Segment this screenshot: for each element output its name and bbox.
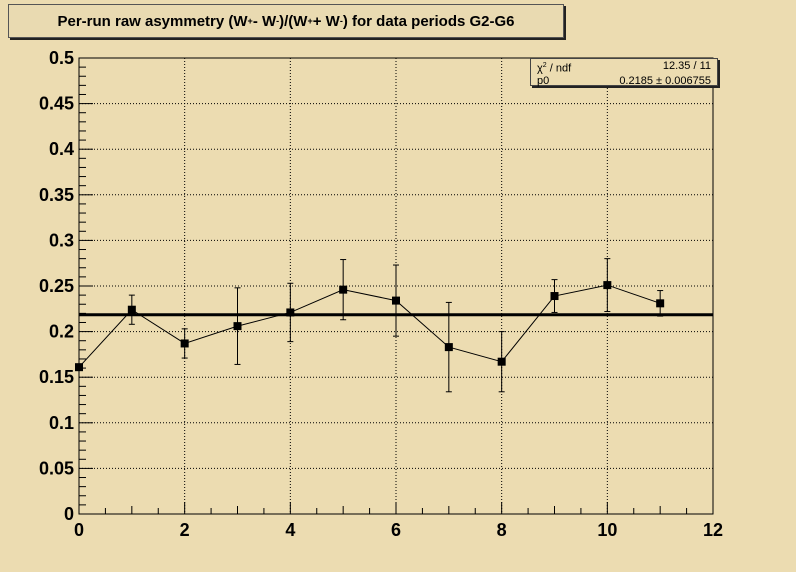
chi-symbol: χ	[537, 62, 543, 75]
data-point	[603, 281, 612, 290]
title-sup: +	[247, 16, 253, 26]
x-tick-label: 8	[497, 520, 507, 540]
y-tick-label: 0.05	[39, 458, 74, 478]
data-point	[656, 299, 665, 308]
title-part: ) for data periods G2-G6	[342, 12, 515, 30]
x-tick-label: 6	[391, 520, 401, 540]
chi-sup: 2	[542, 62, 547, 69]
y-tick-label: 0.4	[49, 139, 74, 159]
y-tick-label: 0.5	[49, 48, 74, 68]
y-tick-label: 0.3	[49, 230, 74, 250]
stats-row-chi2: χ2 / ndf 12.35 / 11	[537, 60, 711, 75]
data-point	[286, 308, 295, 317]
title-part: )/(W	[279, 12, 308, 30]
y-tick-label: 0	[64, 504, 74, 524]
ndf-label: / ndf	[546, 62, 572, 75]
title-part: Per-run raw asymmetry (W	[57, 12, 248, 30]
y-tick-label: 0.1	[49, 413, 74, 433]
stats-label-p0: p0	[537, 74, 550, 87]
y-tick-label: 0.15	[39, 367, 74, 387]
grid-lines	[79, 58, 713, 514]
y-tick-label: 0.35	[39, 185, 74, 205]
title-sup: +	[307, 16, 313, 26]
y-tick-label: 0.45	[39, 94, 74, 114]
title-sup: -	[339, 16, 343, 26]
x-tick-label: 10	[597, 520, 617, 540]
chart-title: Per-run raw asymmetry (W + - W -)/(W + + W-…	[8, 4, 564, 38]
stats-value-p0: 0.2185 ± 0.006755	[619, 74, 711, 87]
data-point	[75, 363, 83, 372]
x-tick-label: 2	[180, 520, 190, 540]
data-point	[233, 322, 242, 331]
data-point	[392, 296, 400, 305]
fit-stats-box: χ2 / ndf 12.35 / 11 p0 0.2185 ± 0.006755	[530, 58, 718, 87]
stats-value-chi2: 12.35 / 11	[662, 60, 711, 72]
data-point	[180, 339, 189, 348]
data-point	[497, 357, 506, 366]
title-sup: -	[276, 16, 280, 26]
x-tick-label: 4	[285, 520, 295, 540]
x-tick-label: 12	[703, 520, 723, 540]
x-tick-label: 0	[74, 520, 84, 540]
stats-row-p0: p0 0.2185 ± 0.006755	[537, 75, 711, 87]
data-series	[75, 258, 713, 393]
data-point	[550, 292, 559, 301]
data-point	[339, 285, 348, 294]
axes	[78, 57, 714, 515]
y-tick-label: 0.2	[49, 322, 74, 342]
title-part: - W	[252, 12, 277, 30]
data-point	[444, 343, 453, 352]
tick-labels: 0 2 4 6 8 10 12 0 0.05 0.1 0.15 0.2 0.25 0.3 0.35 0.4 0.…	[39, 48, 723, 540]
title-part: + W	[312, 12, 340, 30]
stats-label-chi2: χ2 / ndf	[537, 60, 571, 75]
data-point	[127, 305, 136, 314]
y-tick-label: 0.25	[39, 276, 74, 296]
data-line	[78, 284, 661, 368]
